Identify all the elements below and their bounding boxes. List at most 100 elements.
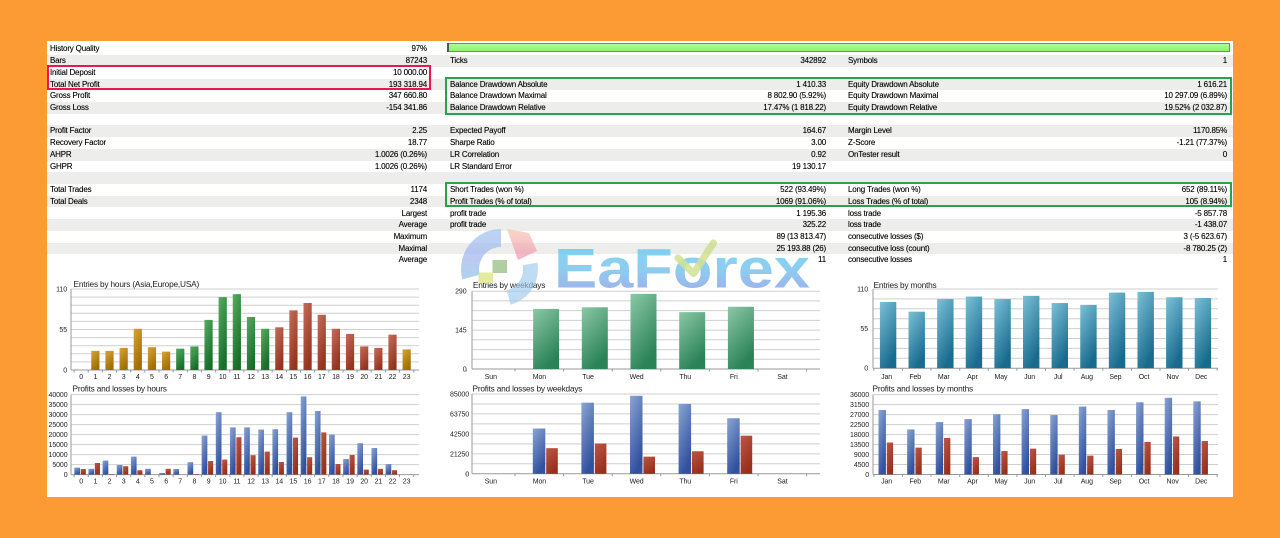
- svg-text:10000: 10000: [49, 452, 68, 459]
- svg-text:27000: 27000: [850, 412, 869, 419]
- svg-text:11: 11: [233, 374, 240, 381]
- svg-text:Apr: Apr: [967, 478, 978, 485]
- svg-text:Fri: Fri: [730, 478, 738, 485]
- svg-text:110: 110: [857, 287, 868, 294]
- svg-text:7: 7: [178, 374, 182, 381]
- svg-text:4500: 4500: [854, 462, 869, 469]
- svg-text:0: 0: [64, 472, 68, 479]
- svg-text:20: 20: [360, 478, 368, 485]
- svg-text:17: 17: [318, 478, 326, 485]
- svg-text:13500: 13500: [850, 442, 869, 449]
- svg-text:0: 0: [864, 366, 868, 373]
- svg-text:15: 15: [290, 478, 298, 485]
- svg-text:22500: 22500: [850, 422, 869, 429]
- svg-text:55: 55: [860, 326, 868, 333]
- svg-text:Tue: Tue: [582, 374, 594, 381]
- svg-text:14: 14: [276, 374, 284, 381]
- svg-text:Oct: Oct: [1139, 478, 1150, 485]
- svg-text:Jan: Jan: [881, 374, 892, 381]
- svg-text:7: 7: [178, 478, 182, 485]
- svg-text:Sep: Sep: [1109, 374, 1121, 381]
- svg-text:0: 0: [865, 472, 869, 479]
- svg-text:36000: 36000: [850, 392, 869, 399]
- svg-text:0: 0: [463, 367, 467, 374]
- svg-text:Sun: Sun: [485, 374, 497, 381]
- svg-text:10: 10: [219, 374, 227, 381]
- svg-text:0: 0: [465, 471, 469, 478]
- svg-text:Profits and losses by hours: Profits and losses by hours: [73, 384, 167, 394]
- svg-text:8: 8: [193, 478, 197, 485]
- svg-text:2: 2: [108, 478, 112, 485]
- svg-text:0: 0: [79, 478, 83, 485]
- svg-text:Entries by months: Entries by months: [874, 280, 937, 290]
- svg-text:22: 22: [389, 374, 397, 381]
- svg-text:Dec: Dec: [1195, 478, 1208, 485]
- svg-text:40000: 40000: [49, 392, 68, 399]
- svg-text:Mar: Mar: [938, 374, 951, 381]
- svg-text:Wed: Wed: [630, 374, 644, 381]
- svg-text:19: 19: [346, 374, 354, 381]
- svg-text:Fri: Fri: [730, 374, 738, 381]
- svg-text:18: 18: [332, 374, 340, 381]
- svg-text:20000: 20000: [49, 432, 68, 439]
- svg-text:20: 20: [360, 374, 368, 381]
- svg-text:Aug: Aug: [1081, 478, 1093, 485]
- svg-text:Nov: Nov: [1167, 374, 1180, 381]
- svg-text:22: 22: [389, 478, 397, 485]
- svg-text:Jul: Jul: [1054, 478, 1063, 485]
- svg-text:55: 55: [59, 327, 67, 334]
- svg-text:11: 11: [233, 478, 240, 485]
- svg-text:13: 13: [261, 374, 269, 381]
- svg-text:15000: 15000: [49, 442, 68, 449]
- svg-text:0: 0: [79, 374, 83, 381]
- svg-text:Thu: Thu: [679, 374, 691, 381]
- svg-text:30000: 30000: [49, 412, 68, 419]
- svg-text:May: May: [995, 478, 1009, 485]
- svg-text:290: 290: [455, 289, 467, 296]
- svg-text:5000: 5000: [52, 462, 67, 469]
- svg-text:18: 18: [332, 478, 340, 485]
- svg-text:25000: 25000: [49, 422, 68, 429]
- svg-text:3: 3: [122, 374, 126, 381]
- svg-text:May: May: [995, 374, 1009, 381]
- svg-text:18000: 18000: [850, 432, 869, 439]
- svg-text:Mar: Mar: [938, 478, 951, 485]
- svg-text:4: 4: [136, 478, 140, 485]
- svg-text:Aug: Aug: [1081, 374, 1093, 381]
- svg-text:14: 14: [276, 478, 284, 485]
- svg-text:23: 23: [403, 478, 411, 485]
- svg-text:Wed: Wed: [630, 478, 644, 485]
- svg-text:Nov: Nov: [1167, 478, 1180, 485]
- svg-text:9: 9: [207, 374, 211, 381]
- svg-text:0: 0: [63, 368, 67, 375]
- svg-text:21: 21: [375, 374, 383, 381]
- svg-text:Tue: Tue: [582, 478, 594, 485]
- svg-text:Entries by hours (Asia,Europe,: Entries by hours (Asia,Europe,USA): [74, 279, 200, 289]
- svg-text:Sun: Sun: [485, 478, 497, 485]
- svg-text:Entries by weekdays: Entries by weekdays: [473, 280, 545, 290]
- svg-text:Jul: Jul: [1054, 374, 1063, 381]
- svg-text:21: 21: [375, 478, 383, 485]
- svg-text:110: 110: [56, 287, 67, 294]
- svg-text:Sep: Sep: [1109, 478, 1121, 485]
- svg-text:85000: 85000: [450, 392, 469, 399]
- svg-text:Oct: Oct: [1139, 374, 1150, 381]
- svg-text:21250: 21250: [450, 451, 469, 458]
- svg-text:12: 12: [247, 374, 255, 381]
- svg-text:Mon: Mon: [533, 478, 547, 485]
- svg-text:17: 17: [318, 374, 326, 381]
- svg-text:145: 145: [455, 328, 467, 335]
- svg-text:13: 13: [261, 478, 269, 485]
- svg-text:Feb: Feb: [909, 374, 921, 381]
- svg-text:Profits and losses by months: Profits and losses by months: [873, 384, 974, 394]
- svg-text:5: 5: [150, 478, 154, 485]
- svg-text:9: 9: [207, 478, 211, 485]
- svg-text:31500: 31500: [850, 402, 869, 409]
- svg-text:Sat: Sat: [777, 374, 787, 381]
- svg-text:Jun: Jun: [1024, 374, 1035, 381]
- svg-text:Apr: Apr: [967, 374, 978, 381]
- svg-text:Dec: Dec: [1195, 374, 1208, 381]
- svg-text:9000: 9000: [854, 452, 869, 459]
- svg-text:5: 5: [150, 374, 154, 381]
- svg-text:35000: 35000: [49, 402, 68, 409]
